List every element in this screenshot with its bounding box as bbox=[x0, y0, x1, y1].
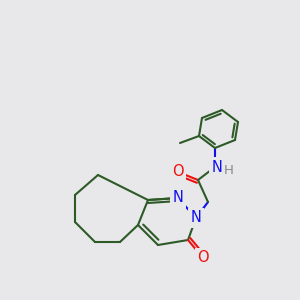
Text: O: O bbox=[197, 250, 209, 266]
Text: N: N bbox=[212, 160, 222, 175]
Text: N: N bbox=[190, 211, 201, 226]
Text: H: H bbox=[224, 164, 234, 178]
Text: O: O bbox=[172, 164, 184, 179]
Text: N: N bbox=[172, 190, 183, 206]
